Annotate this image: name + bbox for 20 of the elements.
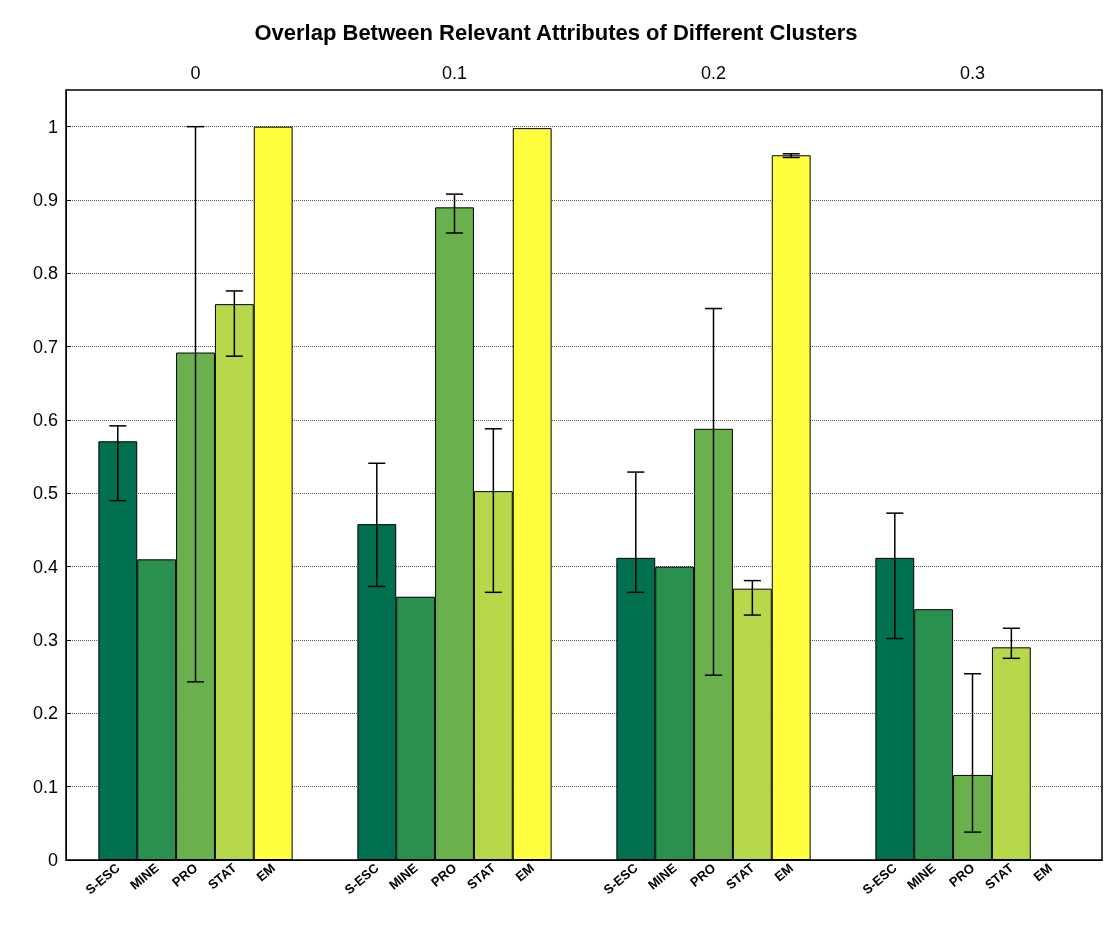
y-tick-label: 0.8 (32, 263, 58, 284)
y-tick-label: 0.9 (32, 190, 58, 210)
y-tick-label: 0.1 (32, 776, 58, 797)
x-tick-label: 0.3 (959, 63, 986, 83)
chart-title: Overlap Between Relevant Attributes of Different Clusters (254, 19, 858, 45)
x-tick-label: 0 (190, 63, 201, 83)
y-tick-label: 0.2 (32, 703, 58, 724)
y-tick-label: 0 (47, 850, 58, 870)
y-tick-label: 0.5 (32, 483, 58, 504)
text: EM (771, 860, 797, 885)
y-tick-label: 0.7 (32, 336, 58, 357)
text: EM (512, 860, 538, 885)
y-tick-label: 0.4 (32, 556, 58, 577)
y-tick-label: 0.6 (32, 410, 58, 430)
x-tick-label: 0.1 (441, 63, 468, 83)
text: EM (1030, 860, 1056, 885)
y-tick-label: 0.3 (32, 630, 58, 650)
text: EM (253, 860, 279, 885)
x-tick-label: 0.2 (700, 63, 727, 83)
y-tick-label: 1 (47, 116, 58, 137)
